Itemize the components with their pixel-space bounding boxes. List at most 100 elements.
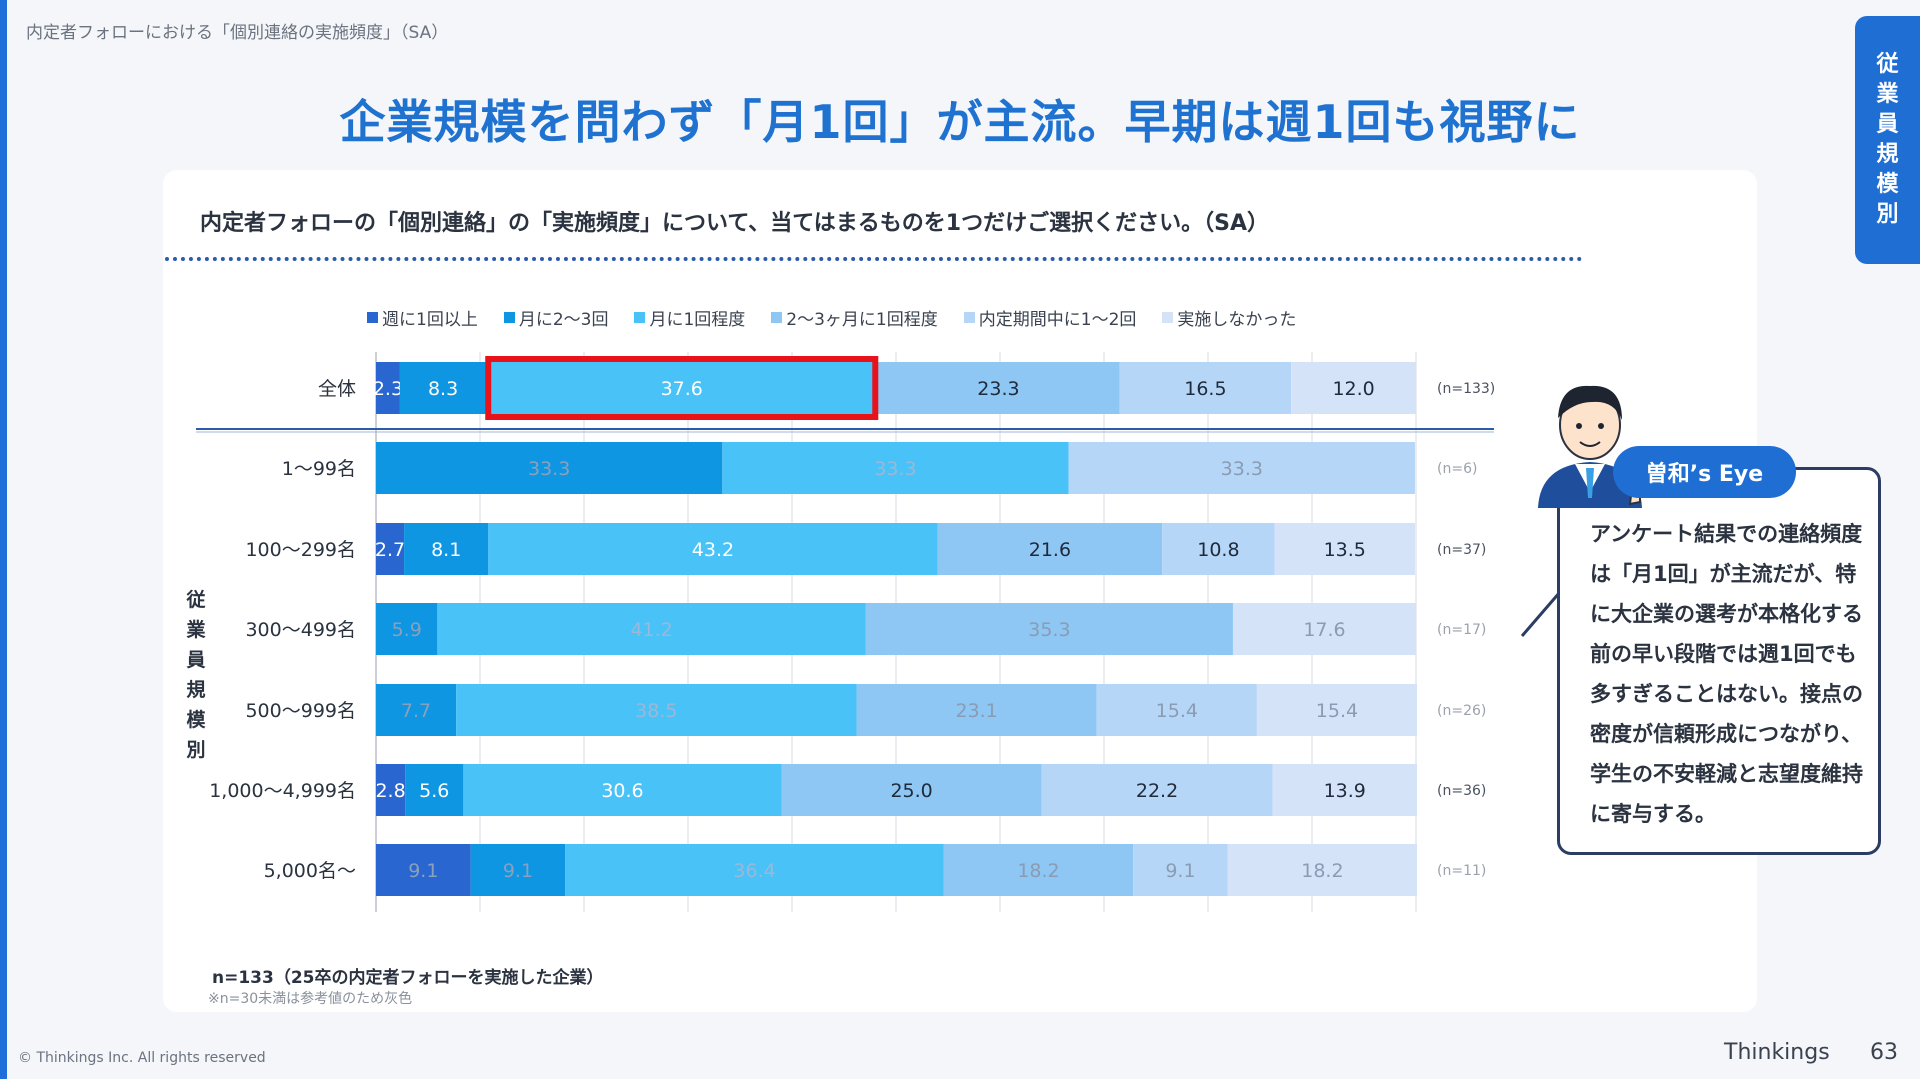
chart-legend: 週に1回以上 月に2～3回 月に1回程度 2～3ヶ月に1回程度 内定期間中に1～…	[367, 305, 1322, 330]
side-tab-char: 業	[1876, 82, 1899, 107]
data-label: 7.7	[401, 700, 431, 722]
data-label: 38.5	[635, 700, 677, 722]
data-label: 10.8	[1197, 539, 1239, 561]
bar-segment	[1068, 442, 1415, 494]
data-label: 33.3	[528, 458, 570, 480]
data-label: 36.4	[733, 860, 775, 882]
data-label: 15.4	[1316, 700, 1358, 722]
data-label: 13.9	[1324, 780, 1366, 802]
segment-label-char: 規	[186, 679, 206, 701]
bar-segment	[1272, 764, 1418, 816]
bar-segment	[376, 764, 406, 816]
bar-segment	[1096, 684, 1257, 736]
data-label: 43.2	[692, 539, 734, 561]
segment-label-char: 従	[186, 589, 206, 611]
legend-item: 週に1回以上	[367, 305, 478, 330]
highlight-box	[485, 356, 879, 420]
legend-swatch	[1162, 312, 1174, 323]
data-label: 18.2	[1017, 860, 1059, 882]
legend-item: 月に2～3回	[503, 305, 609, 330]
data-label: 16.5	[1184, 378, 1226, 400]
page-number: 63	[1870, 1040, 1898, 1065]
data-label: 41.2	[630, 619, 672, 641]
n-label: (n=11)	[1437, 863, 1486, 879]
data-label: 9.1	[503, 860, 533, 882]
bar-segment	[877, 362, 1120, 414]
bar-segment	[856, 684, 1097, 736]
bar-segment	[488, 523, 938, 575]
bar-segment	[405, 764, 464, 816]
data-label: 18.2	[1301, 860, 1343, 882]
data-label: 33.3	[874, 458, 916, 480]
survey-question: 内定者フォローの「個別連絡」の「実施頻度」について、当てはまるものを1つだけご選…	[200, 211, 1269, 236]
data-label: 13.5	[1324, 539, 1366, 561]
side-tab-char: 規	[1876, 142, 1899, 167]
legend-label: 実施しなかった	[1177, 310, 1297, 330]
side-tab-employee-size[interactable]: 従 業 員 規 模 別	[1855, 16, 1920, 264]
data-label: 15.4	[1156, 700, 1198, 722]
legend-label: 週に1回以上	[382, 310, 478, 330]
data-label: 37.6	[661, 378, 703, 400]
segment-axis-label: 従 業 員 規 模 別	[180, 585, 212, 765]
bar-segment	[1291, 362, 1416, 414]
speech-pointer	[1520, 591, 1562, 637]
bar-segment	[376, 684, 457, 736]
n-label: (n=26)	[1437, 703, 1486, 719]
breadcrumb: 内定者フォローにおける「個別連絡の実施頻度」（SA）	[26, 23, 449, 43]
side-tab-char: 模	[1876, 172, 1899, 197]
data-label: 35.3	[1028, 619, 1070, 641]
bar-segment	[1041, 764, 1273, 816]
side-tab-char: 員	[1876, 112, 1899, 137]
data-label: 25.0	[890, 780, 932, 802]
legend-swatch	[503, 312, 515, 323]
bar-segment	[376, 442, 723, 494]
n-label: (n=17)	[1437, 622, 1486, 638]
category-label: 全体	[318, 378, 356, 400]
bar-segment	[1232, 603, 1416, 655]
n-label: (n=37)	[1437, 542, 1486, 558]
side-tab-char: 別	[1876, 202, 1899, 227]
n-label: (n=36)	[1437, 783, 1486, 799]
legend-item: 実施しなかった	[1162, 305, 1296, 330]
bar-segment	[1162, 523, 1275, 575]
sample-size-note: n=133（25卒の内定者フォローを実施した企業）	[212, 968, 604, 988]
data-label: 5.9	[392, 619, 422, 641]
data-label: 2.3	[373, 378, 403, 400]
bar-segment	[1274, 523, 1415, 575]
bar-segment	[1133, 844, 1228, 896]
category-label: 500～999名	[245, 700, 356, 722]
dotted-divider	[165, 257, 1583, 261]
legend-item: 内定期間中に1～2回	[963, 305, 1137, 330]
bar-segment	[456, 684, 857, 736]
legend-label: 内定期間中に1～2回	[978, 310, 1137, 330]
bar-segment	[1256, 684, 1418, 736]
data-label: 22.2	[1136, 780, 1178, 802]
legend-item: 月に1回程度	[634, 305, 745, 330]
segment-label-char: 別	[186, 739, 206, 761]
bar-segment	[722, 442, 1069, 494]
bar-segment	[937, 523, 1163, 575]
segment-label-char: 模	[186, 709, 206, 731]
data-label: 2.7	[375, 539, 405, 561]
page-title: 企業規模を問わず「月1回」が主流。早期は週1回も視野に	[339, 95, 1581, 149]
bar-segment	[399, 362, 487, 414]
data-label: 9.1	[1165, 860, 1195, 882]
data-label: 12.0	[1332, 378, 1374, 400]
data-label: 8.3	[428, 378, 458, 400]
left-accent-bar	[0, 0, 7, 1079]
data-label: 5.6	[419, 780, 449, 802]
legend-item: 2～3ヶ月に1回程度	[771, 305, 938, 330]
data-label: 21.6	[1029, 539, 1071, 561]
segment-label-char: 員	[186, 649, 206, 671]
n-label: (n=133)	[1437, 381, 1495, 397]
bar-segment	[376, 844, 471, 896]
data-label: 30.6	[601, 780, 643, 802]
legend-label: 月に2～3回	[518, 310, 609, 330]
bar-segment	[376, 362, 400, 414]
eye-badge: 曽和’s Eye	[1613, 446, 1796, 498]
category-label: 1～99名	[282, 458, 356, 480]
copyright: © Thinkings Inc. All rights reserved	[18, 1050, 266, 1066]
bar-segment	[1227, 844, 1418, 896]
legend-swatch	[634, 312, 646, 323]
legend-swatch	[771, 312, 783, 323]
